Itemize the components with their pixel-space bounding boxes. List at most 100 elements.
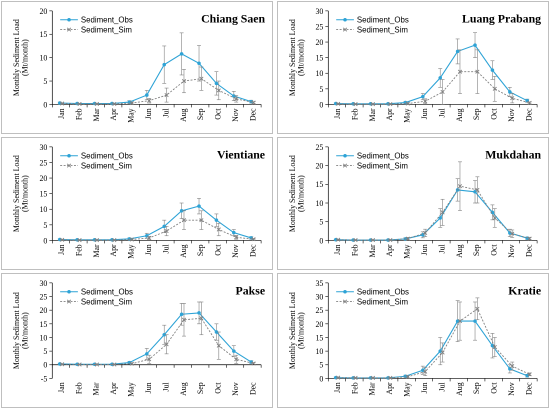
data-point-obs <box>179 312 184 317</box>
x-tick-label: Jul <box>161 108 170 118</box>
data-point-obs <box>525 373 530 378</box>
series-sediment-sim <box>60 301 256 367</box>
data-point-sim <box>147 357 152 362</box>
data-point-obs <box>162 62 166 67</box>
data-point-sim <box>234 235 239 240</box>
data-point-sim <box>388 237 393 243</box>
y-tick-label: 0 <box>43 236 47 245</box>
chart-title: Chiang Saen <box>201 12 265 26</box>
x-tick-label: Dec <box>248 382 257 395</box>
y-tick-label: 0 <box>43 100 47 109</box>
data-point-sim <box>251 361 256 366</box>
x-tick-label: Dec <box>524 108 533 121</box>
x-tick-label: Sep <box>472 382 481 394</box>
data-point-sim <box>440 210 445 215</box>
data-point-sim <box>510 96 515 101</box>
y-tick-label: 10 <box>316 199 324 208</box>
y-tick-label: 30 <box>39 279 47 288</box>
data-point-sim <box>475 306 480 311</box>
legend-label-sediment-sim: Sediment_Sim <box>357 162 409 171</box>
y-tick-label: 20 <box>316 162 324 171</box>
data-point-obs <box>473 43 477 47</box>
y-tick-label: 0 <box>319 100 323 109</box>
x-tick-label: Apr <box>109 382 118 395</box>
data-point-obs <box>197 311 201 315</box>
data-point-sim <box>388 102 393 107</box>
data-point-sim <box>199 218 204 223</box>
y-tick-label: 35 <box>315 279 323 288</box>
data-point-obs <box>232 230 236 235</box>
chart-title: Vientiane <box>217 148 265 162</box>
x-tick-label: May <box>127 244 136 258</box>
x-tick-label: Jun <box>420 382 429 393</box>
y-axis-label: Monthly Sediment Load(Mt/month) <box>288 155 306 232</box>
x-tick-label: Oct <box>490 244 499 256</box>
data-point-sim <box>492 215 497 221</box>
data-point-obs <box>490 68 495 72</box>
data-point-sim <box>353 375 358 380</box>
x-tick-label: Oct <box>490 382 499 394</box>
chart-panel-chiang-saen: Monthly Sediment Load(Mt/month) 0 5 10 15 20 J… <box>1 1 273 134</box>
data-point-sim <box>475 187 480 192</box>
data-point-sim <box>405 236 410 241</box>
data-point-sim <box>60 362 65 367</box>
data-point-sim <box>440 89 445 95</box>
x-tick-label: Jan <box>57 244 66 255</box>
data-point-sim <box>164 342 169 347</box>
x-tick-label: Dec <box>524 382 533 395</box>
chart-panel-luang-prabang: Monthly Sediment Load(Mt/month) 0 5 10 15 20 2… <box>277 1 549 134</box>
x-tick-label: Jul <box>161 382 170 392</box>
data-point-sim <box>336 375 341 380</box>
x-tick-label: May <box>127 382 136 396</box>
y-axis-label: Monthly Sediment Load(Mt/month) <box>12 19 30 96</box>
chart-title: Luang Prabang <box>462 12 541 26</box>
x-tick-label: Sep <box>196 108 205 120</box>
series-sediment-obs <box>333 178 530 242</box>
x-tick-label: Jan <box>333 382 342 393</box>
data-point-sim <box>527 100 532 105</box>
data-point-sim <box>234 357 239 362</box>
data-point-sim <box>423 369 428 374</box>
data-point-sim <box>440 350 445 355</box>
data-point-sim <box>527 372 532 377</box>
y-axis-label: Monthly Sediment Load(Mt/month) <box>12 155 30 232</box>
data-point-obs <box>490 343 495 348</box>
series-sediment-sim <box>336 297 532 380</box>
x-tick-label: Oct <box>214 108 223 120</box>
data-point-sim <box>457 184 463 189</box>
data-point-sim <box>405 374 410 379</box>
data-point-sim <box>129 237 134 242</box>
data-point-obs <box>145 93 149 97</box>
y-tick-label: 20 <box>40 174 48 183</box>
series-line-sediment-sim <box>62 219 254 241</box>
data-point-sim <box>94 101 100 107</box>
x-tick-label: Nov <box>231 108 240 122</box>
y-tick-label: 20 <box>316 38 324 47</box>
data-point-obs <box>197 204 201 208</box>
series-sediment-obs <box>57 301 254 367</box>
y-tick-label: 5 <box>319 218 323 227</box>
data-point-sim <box>527 236 532 241</box>
series-line-sediment-obs <box>59 53 252 105</box>
data-point-sim <box>112 362 117 367</box>
x-tick-label: Feb <box>74 244 83 256</box>
series-line-sediment-obs <box>59 205 252 241</box>
x-tick-label: Jun <box>420 244 429 255</box>
chart-panel-vientiane: Monthly Sediment Load(Mt/month) 0 5 10 15 20 2… <box>1 137 273 270</box>
data-point-sim <box>147 98 152 103</box>
y-axis-label: Monthly Sediment Load(Mt/month) <box>288 292 306 369</box>
data-point-sim <box>216 343 221 348</box>
legend-label-sediment-obs: Sediment_Obs <box>81 152 133 161</box>
x-tick-label: Jan <box>333 244 342 255</box>
x-tick-label: Sep <box>196 244 205 256</box>
data-point-sim <box>199 316 204 321</box>
data-point-sim <box>353 102 358 107</box>
data-point-sim <box>181 218 187 223</box>
data-point-obs <box>214 218 219 222</box>
data-point-obs <box>232 349 236 353</box>
x-tick-label: Aug <box>455 244 464 258</box>
x-tick-label: Aug <box>179 108 188 122</box>
data-point-obs <box>508 90 512 94</box>
x-tick-label: Mar <box>92 382 101 395</box>
